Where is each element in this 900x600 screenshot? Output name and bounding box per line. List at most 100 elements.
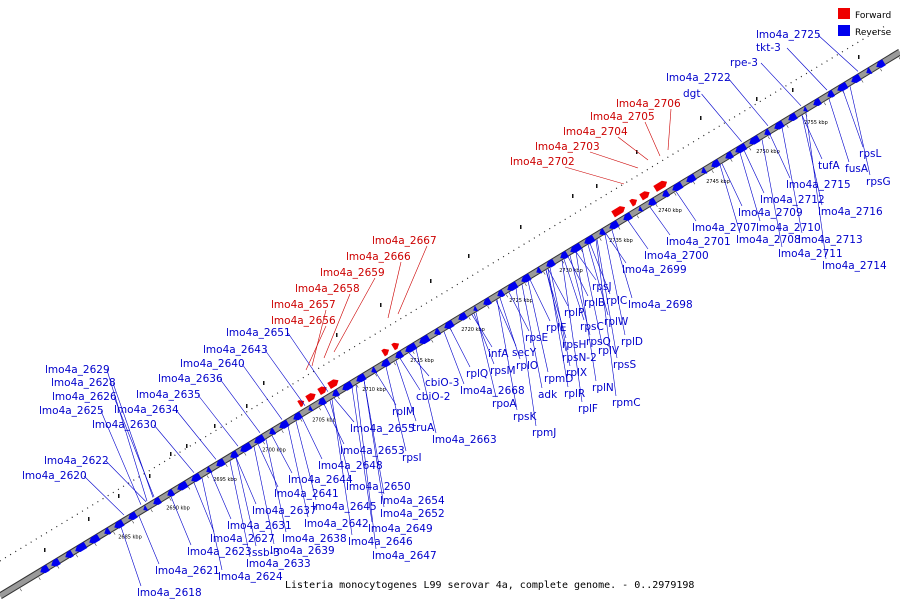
reverse-gene-block[interactable]	[393, 350, 404, 361]
gene-label[interactable]: lmo4a_2636	[158, 373, 223, 385]
gene-label[interactable]: lmo4a_2626	[52, 391, 117, 403]
reverse-gene-block[interactable]	[49, 557, 61, 569]
gene-label[interactable]: rpmJ	[532, 427, 556, 439]
reverse-gene-block[interactable]	[495, 289, 506, 299]
gene-label[interactable]: lmo4a_2646	[348, 536, 413, 548]
reverse-gene-block[interactable]	[442, 319, 455, 331]
reverse-gene-block[interactable]	[277, 419, 290, 431]
reverse-gene-block[interactable]	[874, 59, 886, 70]
reverse-gene-block[interactable]	[38, 564, 50, 576]
reverse-gene-block[interactable]	[801, 105, 809, 114]
gene-label[interactable]: rpsQ	[586, 336, 611, 348]
reverse-gene-block[interactable]	[228, 450, 239, 460]
gene-label[interactable]: rpsG	[866, 176, 891, 188]
gene-label[interactable]: lmo4a_2708	[736, 234, 801, 246]
gene-label[interactable]: adk	[538, 389, 558, 401]
gene-label[interactable]: rpmC	[612, 397, 641, 409]
gene-label[interactable]: rplR	[564, 388, 585, 400]
gene-label[interactable]: lmo4a_2707	[692, 222, 757, 234]
reverse-gene-block[interactable]	[544, 258, 556, 270]
gene-label[interactable]: lmo4a_2698	[628, 299, 693, 311]
gene-label[interactable]: cbiO-3	[425, 377, 459, 389]
reverse-gene-block[interactable]	[670, 181, 684, 194]
gene-label[interactable]: rpsC	[580, 321, 604, 333]
reverse-gene-block[interactable]	[786, 112, 798, 123]
reverse-gene-block[interactable]	[63, 550, 74, 560]
gene-label[interactable]: rplX	[566, 367, 587, 379]
gene-label[interactable]: lmo4a_2627	[210, 533, 275, 545]
reverse-gene-block[interactable]	[762, 128, 772, 138]
reverse-gene-block[interactable]	[340, 381, 354, 393]
gene-label[interactable]: rpsS	[613, 359, 636, 371]
reverse-gene-block[interactable]	[747, 135, 761, 147]
reverse-gene-block[interactable]	[175, 480, 189, 493]
reverse-gene-block[interactable]	[636, 205, 644, 214]
reverse-gene-block[interactable]	[723, 151, 734, 161]
reverse-gene-block[interactable]	[582, 234, 596, 247]
gene-label[interactable]: lmo4a_2657	[271, 299, 336, 311]
reverse-gene-block[interactable]	[660, 189, 671, 200]
gene-label[interactable]: lmo4a_2620	[22, 470, 87, 482]
reverse-gene-block[interactable]	[112, 519, 125, 530]
forward-gene-block[interactable]	[327, 377, 340, 389]
gene-label[interactable]: rplE	[546, 322, 567, 334]
gene-label[interactable]: lmo4a_2654	[380, 495, 445, 507]
gene-label[interactable]: lmo4a_2634	[114, 404, 179, 416]
gene-label[interactable]: lmo4a_2659	[320, 267, 385, 279]
reverse-gene-block[interactable]	[238, 442, 253, 454]
reverse-gene-block[interactable]	[417, 334, 431, 346]
reverse-gene-block[interactable]	[432, 327, 442, 337]
gene-label[interactable]: lmo4a_2710	[756, 222, 821, 234]
gene-label[interactable]: lmo4a_2667	[372, 235, 437, 247]
forward-gene-block[interactable]	[305, 391, 317, 403]
forward-gene-block[interactable]	[381, 347, 391, 357]
reverse-gene-block[interactable]	[102, 527, 112, 536]
gene-label[interactable]: lmo4a_2622	[44, 455, 109, 467]
reverse-gene-block[interactable]	[534, 266, 543, 276]
reverse-gene-block[interactable]	[354, 373, 367, 384]
reverse-gene-block[interactable]	[825, 89, 836, 100]
reverse-gene-block[interactable]	[646, 197, 657, 208]
gene-label[interactable]: rplD	[621, 336, 643, 348]
gene-label[interactable]: rplQ	[466, 368, 488, 380]
reverse-gene-block[interactable]	[481, 297, 492, 307]
gene-label[interactable]: lmo4a_2621	[155, 565, 220, 577]
gene-label[interactable]: lmo4a_2637	[252, 505, 317, 517]
gene-label[interactable]: lmo4a_2648	[318, 460, 383, 472]
reverse-gene-block[interactable]	[403, 342, 418, 354]
gene-label[interactable]: lmo4a_2645	[312, 501, 377, 513]
gene-label[interactable]: lmo4a_2712	[760, 194, 825, 206]
gene-label[interactable]: lmo4a_2630	[92, 419, 157, 431]
gene-label[interactable]: lmo4a_2666	[346, 251, 411, 263]
gene-label[interactable]: lmo4a_2649	[368, 523, 433, 535]
reverse-gene-block[interactable]	[379, 358, 391, 369]
gene-label[interactable]: lmo4a_2716	[818, 206, 883, 218]
gene-label[interactable]: lmo4a_2623	[187, 546, 252, 558]
gene-label[interactable]: secY	[512, 347, 537, 359]
forward-gene-block[interactable]	[629, 197, 639, 207]
gene-label[interactable]: rpsI	[402, 452, 422, 464]
reverse-gene-block[interactable]	[699, 167, 708, 176]
reverse-gene-block[interactable]	[558, 250, 569, 261]
gene-label[interactable]: lmo4a_2658	[295, 283, 360, 295]
reverse-gene-block[interactable]	[306, 405, 314, 413]
gene-label[interactable]: truA	[412, 422, 435, 434]
reverse-gene-block[interactable]	[519, 273, 532, 284]
gene-label[interactable]: lmo4a_2635	[136, 389, 201, 401]
gene-label[interactable]: lmo4a_2715	[786, 179, 851, 191]
gene-label[interactable]: lmo4a_2643	[203, 344, 268, 356]
gene-label[interactable]: rpoA	[492, 398, 517, 410]
gene-label[interactable]: rplV	[598, 345, 620, 357]
reverse-gene-block[interactable]	[126, 511, 138, 522]
gene-label[interactable]: lmo4a_2709	[738, 207, 803, 219]
reverse-gene-block[interactable]	[87, 533, 101, 546]
gene-label[interactable]: fusA	[845, 163, 869, 175]
reverse-gene-block[interactable]	[597, 228, 607, 237]
gene-label[interactable]: lmo4a_2628	[51, 377, 116, 389]
gene-label[interactable]: rpsK	[513, 411, 537, 423]
gene-label[interactable]: rplW	[604, 316, 629, 328]
gene-label[interactable]: lmo4a_2653	[340, 445, 405, 457]
gene-label[interactable]: lmo4a_2706	[616, 98, 681, 110]
gene-label[interactable]: tufA	[818, 160, 840, 172]
gene-label[interactable]: rpsL	[859, 148, 881, 160]
